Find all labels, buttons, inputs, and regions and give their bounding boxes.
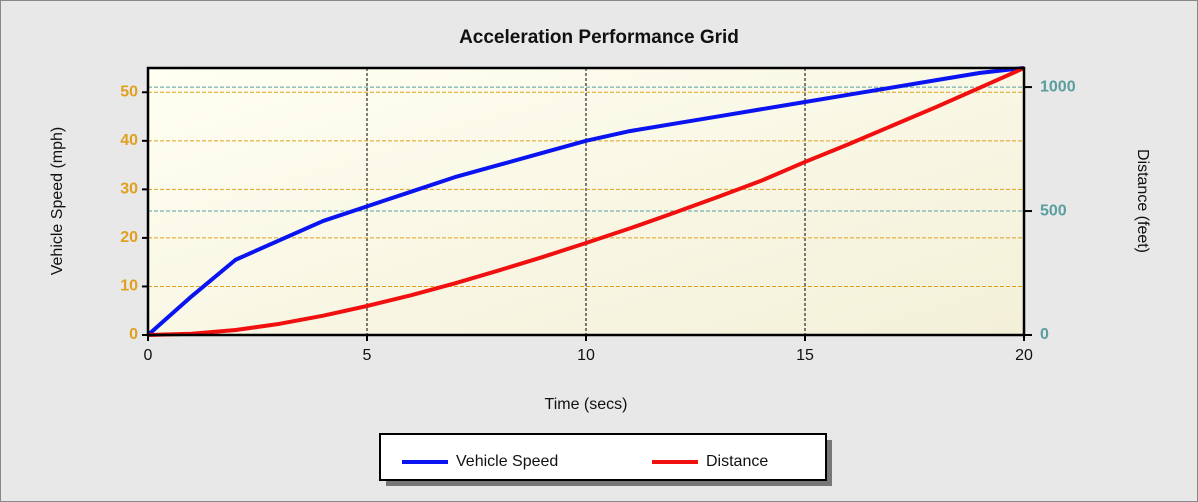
y-tick-label: 20 [120,229,138,246]
y-tick-label: 40 [120,132,138,149]
y-axis-label: Vehicle Speed (mph) [49,127,66,276]
y2-tick-label: 1000 [1040,78,1076,95]
data-line [147,66,1025,337]
x-tick-label: 10 [577,347,595,364]
legend [379,433,827,481]
y-tick-label: 0 [129,326,138,343]
x-tick-label: 0 [144,347,153,364]
legend-label: Distance [706,453,768,470]
data-line [146,66,1025,337]
y2-tick-label: 500 [1040,202,1067,219]
chart-title: Acceleration Performance Grid [459,27,739,48]
y2-axis-label: Distance (feet) [1134,149,1151,253]
x-tick-label: 15 [796,347,814,364]
x-tick-label: 5 [363,347,372,364]
legend-label: Vehicle Speed [456,453,558,470]
x-axis-label: Time (secs) [545,396,628,413]
y-tick-label: 10 [120,278,138,295]
y-tick-label: 50 [120,83,138,100]
y2-tick-label: 0 [1040,326,1049,343]
y-tick-label: 30 [120,181,138,198]
x-tick-label: 20 [1015,347,1033,364]
